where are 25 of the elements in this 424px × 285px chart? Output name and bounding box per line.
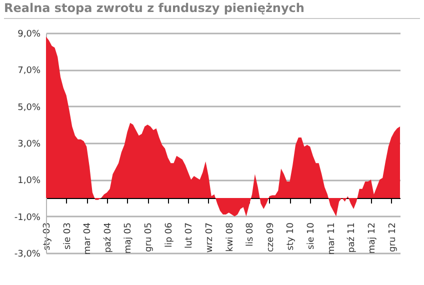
y-tick-label: 3,0% — [18, 140, 41, 150]
x-tick-label: sie 10 — [306, 222, 317, 250]
x-tick-label: paź 04 — [102, 222, 114, 253]
y-tick-label: -3,0% — [14, 250, 41, 260]
x-tick-label: sie 03 — [62, 222, 73, 250]
y-tick-label: 5,0% — [18, 102, 41, 113]
x-tick-label: paź 11 — [346, 222, 358, 253]
x-tick-label: cze 09 — [266, 222, 276, 252]
x-tick-label: maj 05 — [124, 222, 134, 254]
x-tick-label: lip 06 — [164, 222, 174, 248]
x-tick-label: wrz 07 — [204, 222, 215, 253]
x-tick-label: gru 05 — [144, 222, 154, 252]
x-tick-label: maj 12 — [367, 222, 378, 254]
chart-title: Realna stopa zwrotu z funduszy pieniężnych — [4, 1, 420, 19]
x-tick-label: lis 08 — [246, 222, 256, 247]
x-tick-label: mar 04 — [83, 222, 94, 255]
y-tick-label: 7,0% — [18, 66, 41, 76]
y-tick-label: 1,0% — [18, 176, 41, 186]
x-tick-label: sty 10 — [286, 222, 296, 250]
x-tick-label: mar 11 — [326, 222, 337, 255]
x-tick-label: lut 07 — [184, 222, 195, 249]
x-tick-label: gru 12 — [388, 222, 398, 252]
y-tick-label: -1,0% — [14, 212, 41, 223]
x-tick-label: kwi 08 — [225, 222, 236, 252]
y-tick-label: 9,0% — [18, 30, 41, 40]
